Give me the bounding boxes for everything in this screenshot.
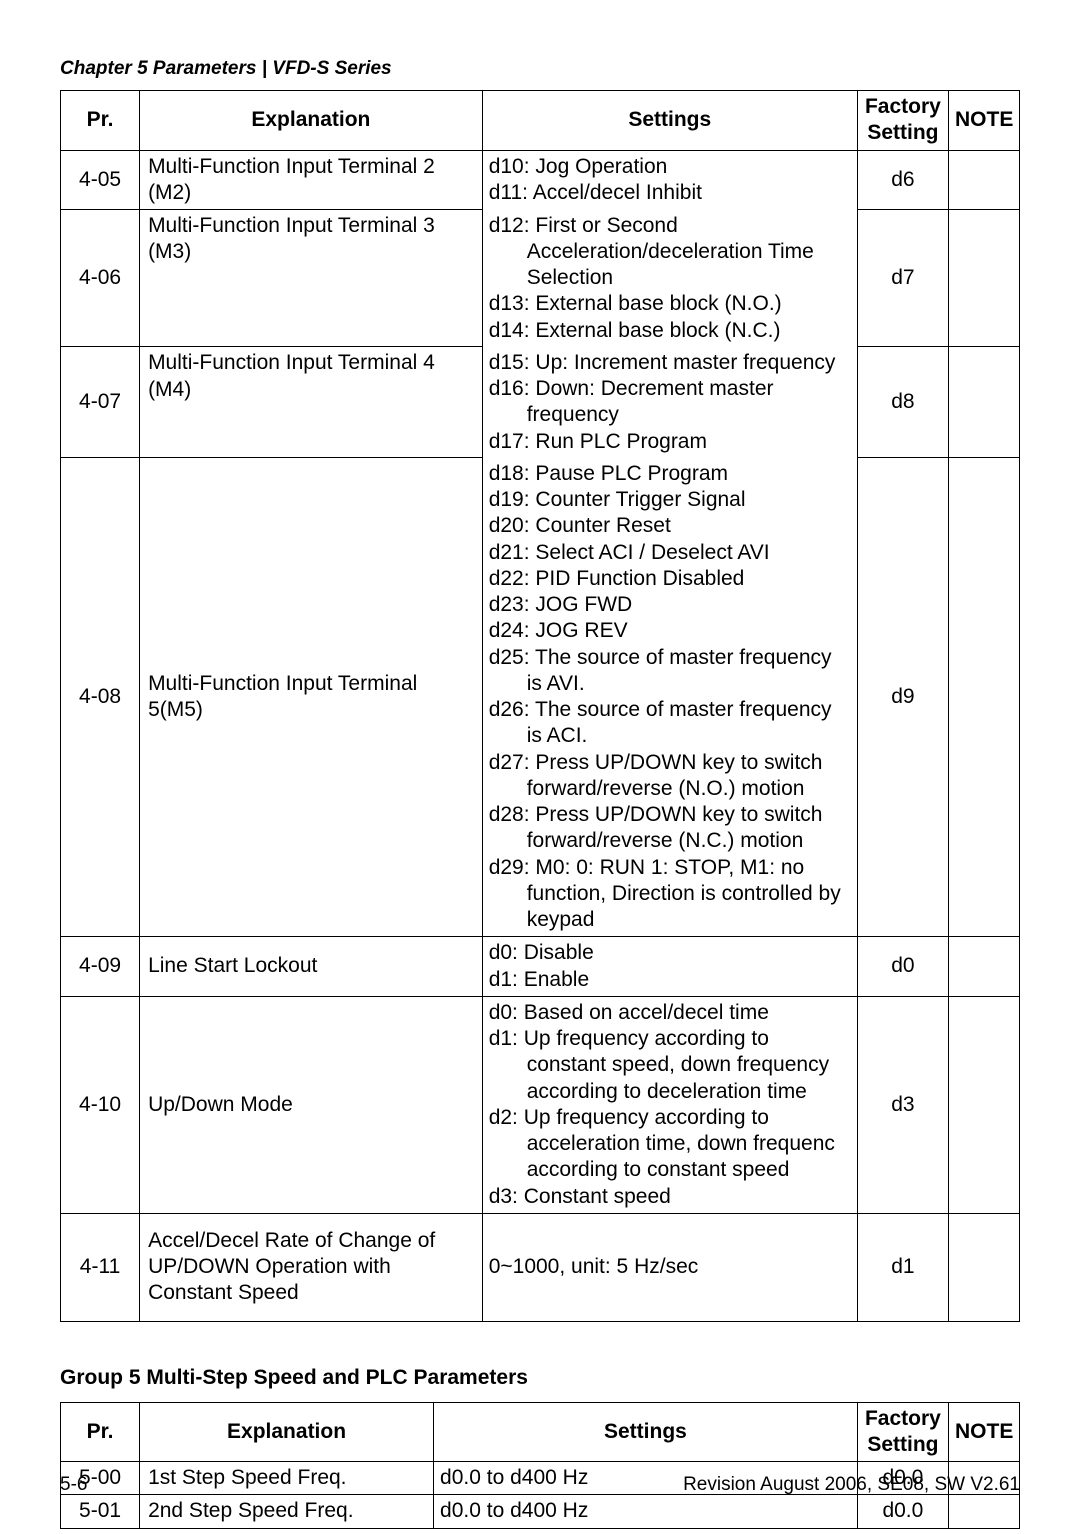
explanation-cell: Multi-Function Input Terminal 2 (M2)	[140, 150, 483, 210]
factory-cell: d6	[857, 150, 948, 210]
settings-line: d22: PID Function Disabled	[489, 566, 851, 592]
table-row: 4-09 Line Start Lockout d0: Disable d1: …	[61, 937, 1020, 997]
table-row: 4-11 Accel/Decel Rate of Change of UP/DO…	[61, 1213, 1020, 1321]
settings-line: d0: Disable	[489, 940, 851, 966]
settings-line: d14: External base block (N.C.)	[489, 318, 851, 344]
factory-cell: d3	[857, 996, 948, 1213]
note-cell	[949, 458, 1020, 937]
col-settings: Settings	[434, 1402, 858, 1462]
settings-line: d11: Accel/decel Inhibit	[489, 180, 851, 206]
settings-line: d25: The source of master frequency is A…	[489, 645, 851, 698]
note-cell	[949, 937, 1020, 997]
settings-cell: d10: Jog Operation d11: Accel/decel Inhi…	[482, 150, 857, 210]
pr-cell: 4-11	[61, 1213, 140, 1321]
note-cell	[949, 1213, 1020, 1321]
settings-cell: d0: Based on accel/decel time d1: Up fre…	[482, 996, 857, 1213]
settings-line: d19: Counter Trigger Signal	[489, 487, 851, 513]
footer-revision: Revision August 2006, SE08, SW V2.61	[683, 1474, 1020, 1496]
settings-line: d1: Up frequency according to constant s…	[489, 1026, 851, 1105]
explanation-cell: 2nd Step Speed Freq.	[140, 1495, 434, 1528]
group-heading: Group 5 Multi-Step Speed and PLC Paramet…	[60, 1366, 1020, 1390]
table-header-row: Pr. Explanation Settings Factory Setting…	[61, 91, 1020, 151]
explanation-cell: Multi-Function Input Terminal 5(M5)	[140, 458, 483, 937]
table-header-row: Pr. Explanation Settings Factory Setting…	[61, 1402, 1020, 1462]
col-note: NOTE	[949, 91, 1020, 151]
col-pr: Pr.	[61, 1402, 140, 1462]
settings-line: 0~1000, unit: 5 Hz/sec	[489, 1254, 851, 1280]
factory-cell: d8	[857, 347, 948, 458]
settings-line: d18: Pause PLC Program	[489, 461, 851, 487]
parameter-table-2: Pr. Explanation Settings Factory Setting…	[60, 1402, 1020, 1529]
table-row: 4-08 Multi-Function Input Terminal 5(M5)…	[61, 458, 1020, 937]
pr-cell: 4-07	[61, 347, 140, 458]
col-note: NOTE	[949, 1402, 1020, 1462]
explanation-cell: Line Start Lockout	[140, 937, 483, 997]
settings-cell: d18: Pause PLC Program d19: Counter Trig…	[482, 458, 857, 937]
col-factory: Factory Setting	[857, 91, 948, 151]
settings-line: d1: Enable	[489, 967, 851, 993]
footer-page-number: 5-6	[60, 1474, 87, 1496]
pr-cell: 4-05	[61, 150, 140, 210]
explanation-cell: Multi-Function Input Terminal 4 (M4)	[140, 347, 483, 458]
settings-line: d29: M0: 0: RUN 1: STOP, M1: no function…	[489, 855, 851, 934]
settings-line: d27: Press UP/DOWN key to switch forward…	[489, 750, 851, 803]
table-row: 4-05 Multi-Function Input Terminal 2 (M2…	[61, 150, 1020, 210]
pr-cell: 4-06	[61, 210, 140, 347]
factory-cell: d1	[857, 1213, 948, 1321]
col-explanation: Explanation	[140, 91, 483, 151]
settings-line: d26: The source of master frequency is A…	[489, 697, 851, 750]
settings-line: d3: Constant speed	[489, 1184, 851, 1210]
table-row: 4-10 Up/Down Mode d0: Based on accel/dec…	[61, 996, 1020, 1213]
settings-cell: d15: Up: Increment master frequency d16:…	[482, 347, 857, 458]
page: Chapter 5 Parameters | VFD-S Series Pr. …	[0, 0, 1080, 1534]
factory-cell: d0.0	[857, 1495, 948, 1528]
pr-cell: 4-10	[61, 996, 140, 1213]
factory-cell: d9	[857, 458, 948, 937]
note-cell	[949, 347, 1020, 458]
settings-cell: d0: Disable d1: Enable	[482, 937, 857, 997]
note-cell	[949, 150, 1020, 210]
pr-cell: 4-09	[61, 937, 140, 997]
settings-line: d2: Up frequency according to accelerati…	[489, 1105, 851, 1184]
settings-line: d28: Press UP/DOWN key to switch forward…	[489, 802, 851, 855]
pr-cell: 5-01	[61, 1495, 140, 1528]
factory-cell: d7	[857, 210, 948, 347]
pr-cell: 4-08	[61, 458, 140, 937]
settings-line: d10: Jog Operation	[489, 154, 851, 180]
note-cell	[949, 1495, 1020, 1528]
settings-line: d12: First or Second Acceleration/decele…	[489, 213, 851, 292]
table-row: 4-07 Multi-Function Input Terminal 4 (M4…	[61, 347, 1020, 458]
explanation-cell: Accel/Decel Rate of Change of UP/DOWN Op…	[140, 1213, 483, 1321]
note-cell	[949, 210, 1020, 347]
table-row: 5-01 2nd Step Speed Freq. d0.0 to d400 H…	[61, 1495, 1020, 1528]
note-cell	[949, 996, 1020, 1213]
col-explanation: Explanation	[140, 1402, 434, 1462]
settings-line: d17: Run PLC Program	[489, 429, 851, 455]
settings-line: d0: Based on accel/decel time	[489, 1000, 851, 1026]
explanation-cell: Up/Down Mode	[140, 996, 483, 1213]
page-footer: 5-6 Revision August 2006, SE08, SW V2.61	[60, 1474, 1020, 1496]
col-pr: Pr.	[61, 91, 140, 151]
col-factory: Factory Setting	[857, 1402, 948, 1462]
settings-line: d24: JOG REV	[489, 618, 851, 644]
settings-cell: 0~1000, unit: 5 Hz/sec	[482, 1213, 857, 1321]
settings-line: d20: Counter Reset	[489, 513, 851, 539]
parameter-table-1: Pr. Explanation Settings Factory Setting…	[60, 90, 1020, 1322]
settings-line: d15: Up: Increment master frequency	[489, 350, 851, 376]
settings-line: d21: Select ACI / Deselect AVI	[489, 540, 851, 566]
explanation-cell: Multi-Function Input Terminal 3 (M3)	[140, 210, 483, 347]
table-row: 4-06 Multi-Function Input Terminal 3 (M3…	[61, 210, 1020, 347]
factory-cell: d0	[857, 937, 948, 997]
settings-cell: d0.0 to d400 Hz	[434, 1495, 858, 1528]
chapter-title: Chapter 5 Parameters | VFD-S Series	[60, 58, 1020, 80]
settings-line: d16: Down: Decrement master frequency	[489, 376, 851, 429]
settings-line: d13: External base block (N.O.)	[489, 291, 851, 317]
settings-cell: d12: First or Second Acceleration/decele…	[482, 210, 857, 347]
settings-line: d23: JOG FWD	[489, 592, 851, 618]
col-settings: Settings	[482, 91, 857, 151]
